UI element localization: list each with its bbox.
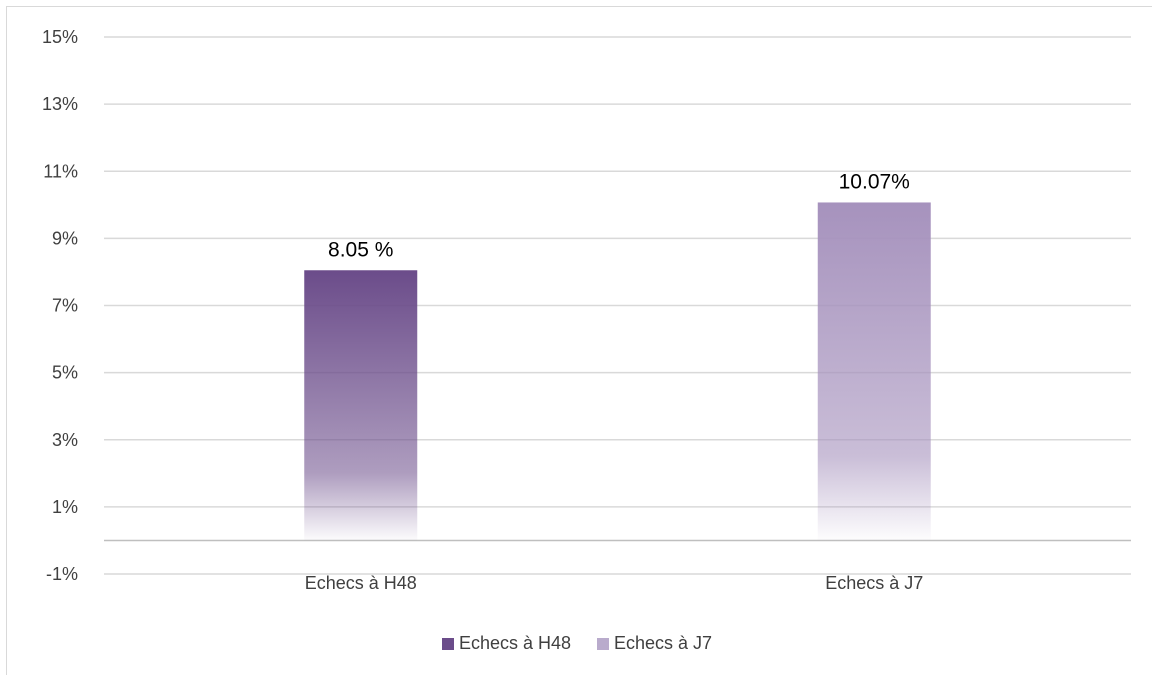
y-tick-label: 3% <box>52 430 78 450</box>
legend-swatch-j7 <box>597 637 609 650</box>
y-tick-label: 9% <box>52 228 78 248</box>
legend-label-j7: Echecs à J7 <box>614 633 713 653</box>
data-label-1: 10.07% <box>839 170 910 193</box>
legend-swatch-h48 <box>441 637 454 650</box>
y-tick-label: 13% <box>42 94 78 114</box>
y-tick-label: 7% <box>52 296 78 316</box>
legend-item-j7: Echecs à J7 <box>597 633 712 654</box>
bar-1 <box>817 202 931 541</box>
bar-0 <box>304 270 418 541</box>
chart-legend: Echecs à H48 Echecs à J7 <box>0 633 1154 654</box>
y-tick-label: 1% <box>52 497 78 517</box>
chart-frame <box>6 6 1152 675</box>
category-label-1: Echecs à J7 <box>825 573 923 593</box>
y-tick-label: 11% <box>43 161 78 181</box>
legend-item-h48: Echecs à H48 <box>441 633 571 654</box>
data-label-0: 8.05 % <box>328 238 393 261</box>
y-tick-label: 15% <box>42 27 78 47</box>
category-label-0: Echecs à H48 <box>305 573 417 593</box>
legend-label-h48: Echecs à H48 <box>458 633 571 653</box>
y-tick-label: -1% <box>46 564 78 584</box>
y-tick-label: 5% <box>52 363 78 383</box>
